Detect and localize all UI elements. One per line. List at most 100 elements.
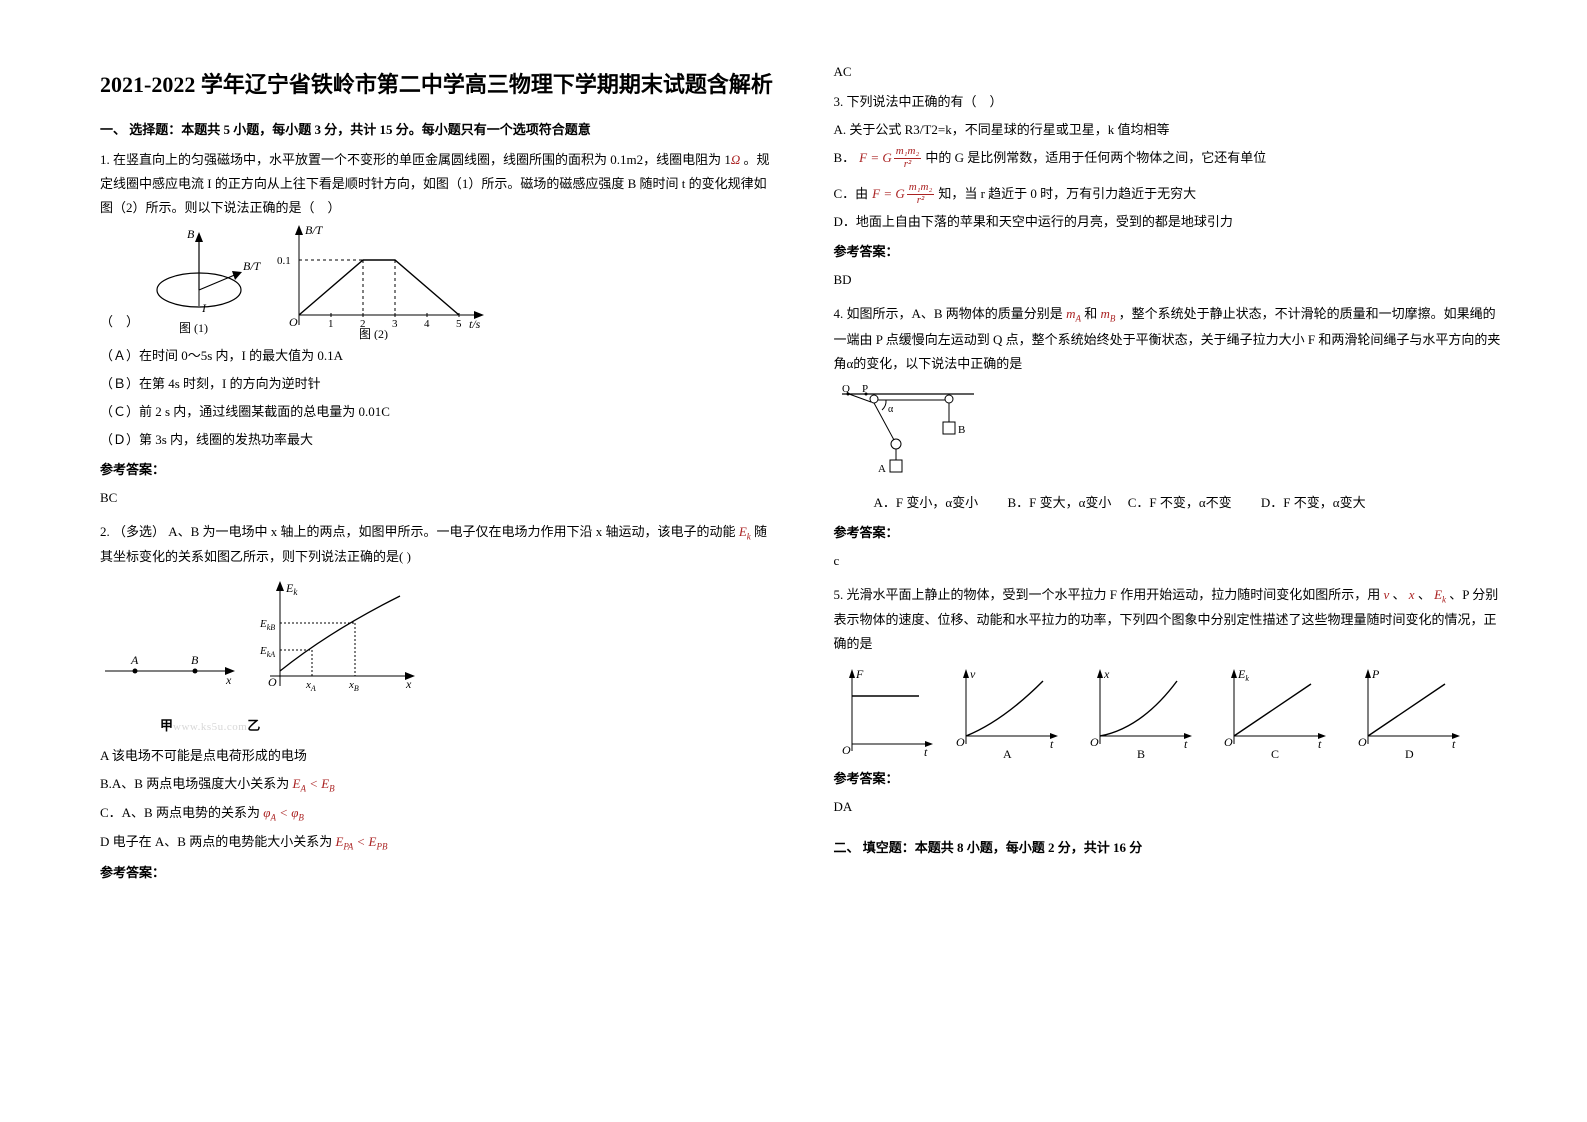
q2b-text: B.A、B 两点电场强度大小关系为: [100, 776, 289, 791]
tick-4: 4: [424, 318, 430, 330]
q4-stem-a: 4. 如图所示，A、B 两物体的质量分别是: [834, 306, 1063, 321]
lbl-B: B: [958, 424, 965, 436]
axis-O: O: [289, 315, 298, 329]
q1-stem-a: 1. 在竖直向上的匀强磁场中，水平放置一个不变形的单匝金属圆线圈，线圈所围的面积…: [100, 152, 607, 167]
q1-ans-label: 参考答案：: [100, 458, 774, 482]
q5Eke: E: [1434, 587, 1442, 602]
ax-v: v: [970, 667, 976, 681]
q5-x: x: [1409, 587, 1415, 602]
EPAs: PA: [343, 842, 353, 852]
doc-title: 2021-2022 学年辽宁省铁岭市第二中学高三物理下学期期末试题含解析: [100, 70, 774, 101]
q2c-text: C．A、B 两点电势的关系为: [100, 805, 260, 820]
q3b-formula: F = G m₁m₂r²: [859, 146, 921, 170]
frac2: m₁m₂r²: [907, 182, 935, 206]
q5-ans: DA: [834, 795, 1508, 819]
lbl-alpha: α: [888, 404, 894, 415]
cap-l: 甲: [160, 718, 173, 733]
q3-ans: BD: [834, 268, 1508, 292]
q4-ans-label: 参考答案：: [834, 521, 1508, 545]
pt-A: A: [130, 653, 139, 667]
r2b: r²: [907, 195, 935, 207]
q2-opt-c: C．A、B 两点电势的关系为 φA < φB: [100, 801, 774, 826]
axis-EkA: EkA: [259, 645, 275, 659]
ax-OA: O: [956, 735, 965, 749]
q2c-formula: φA < φB: [263, 805, 304, 820]
q1-figures: （ ） B B/T I 图 (1): [100, 220, 774, 340]
axis-O2: O: [268, 675, 277, 689]
q4-figure: B A α Q P: [834, 382, 1508, 485]
q5-stem-b: 、: [1393, 587, 1406, 602]
q1-fig1: B B/T I 图 (1): [139, 220, 269, 340]
tick-1: 1: [328, 318, 334, 330]
q3-opt-c: C．由 F = G m₁m₂r² 知，当 r 趋近于 0 时，万有引力趋近于无穷…: [834, 182, 1508, 206]
q4c: C．F 不变，α不变: [1128, 495, 1232, 510]
page: 2021-2022 学年辽宁省铁岭市第二中学高三物理下学期期末试题含解析 一、 …: [0, 0, 1587, 935]
frac1: m₁m₂r²: [894, 146, 922, 170]
m1m2a: m₁m₂: [894, 146, 922, 159]
paren-open: （ ）: [100, 310, 139, 334]
q4b: B．F 变大，α变小: [1007, 495, 1111, 510]
ek-e: E: [739, 524, 747, 539]
q3-stem: 3. 下列说法中正确的有（ ）: [834, 90, 1508, 114]
q5-Ek: Ek: [1434, 587, 1446, 602]
mB: mB: [1100, 306, 1115, 321]
axis-EkB: EkB: [259, 618, 275, 632]
q5-v: v: [1383, 587, 1389, 602]
axis-BT: B/T: [305, 223, 324, 237]
mA-s: A: [1075, 314, 1081, 324]
q1-opt-a: （Ａ）在时间 0～5s 内，I 的最大值为 0.1A: [100, 344, 774, 368]
q2-figure: A B x Ek EkB EkA O x: [100, 576, 774, 738]
cap-r: 乙: [247, 718, 260, 733]
phiBs: B: [298, 812, 304, 822]
mB-m: m: [1100, 306, 1109, 321]
q4d: D．F 不变，α变大: [1261, 495, 1366, 510]
q3-ans-label: 参考答案：: [834, 240, 1508, 264]
mA: mA: [1066, 306, 1081, 321]
question-2: 2. （多选） A、B 为一电场中 x 轴上的两点，如图甲所示。一电子仅在电场力…: [100, 520, 774, 885]
q1-opt-b: （Ｂ）在第 4s 时刻，I 的方向为逆时针: [100, 372, 774, 396]
q3-opt-b: B． F = G m₁m₂r² 中的 G 是比例常数，适用于任何两个物体之间，它…: [834, 146, 1508, 170]
q5Ekk: k: [1442, 595, 1446, 605]
lbl-A: A: [878, 463, 886, 475]
ax-Ek: Ek: [1237, 667, 1249, 683]
feqg2: F = G: [872, 182, 905, 206]
question-3: 3. 下列说法中正确的有（ ） A. 关于公式 R3/T2=k，不同星球的行星或…: [834, 90, 1508, 292]
question-5: 5. 光滑水平面上静止的物体，受到一个水平拉力 F 作用开始运动，拉力随时间变化…: [834, 583, 1508, 819]
q2d-text: D 电子在 A、B 两点的电势能大小关系为: [100, 834, 332, 849]
ax-t0: t: [924, 745, 928, 759]
q2-opt-a: A 该电场不可能是点电荷形成的电场: [100, 744, 774, 768]
q4-options: A．F 变小，α变小 B．F 变大，α变小 C．F 不变，α不变 D．F 不变，…: [834, 491, 1508, 515]
lbl-optB: B: [1137, 747, 1145, 761]
axis-BT2: B/T: [243, 259, 262, 273]
q5-fig-B: x t O B: [1082, 666, 1202, 761]
q3-opt-d: D．地面上自由下落的苹果和天空中运行的月亮，受到的都是地球引力: [834, 210, 1508, 234]
q4a: A．F 变小，α变小: [874, 495, 979, 510]
right-column: AC 3. 下列说法中正确的有（ ） A. 关于公式 R3/T2=k，不同星球的…: [834, 60, 1508, 895]
q2-ans: AC: [834, 64, 1508, 80]
fEB: E: [321, 776, 329, 791]
q5-fig-C: Ek t O C: [1216, 666, 1336, 761]
ek-symbol: Ek: [739, 524, 751, 539]
question-4: 4. 如图所示，A、B 两物体的质量分别是 mA 和 mB ，整个系统处于静止状…: [834, 302, 1508, 573]
q3c-post: 知，当 r 趋近于 0 时，万有引力趋近于无穷大: [938, 182, 1196, 206]
ax-tB: t: [1184, 737, 1188, 751]
ax-OD: O: [1358, 735, 1367, 749]
q3b-pre: B．: [834, 146, 856, 170]
q5-fig-F: F t O: [834, 666, 934, 761]
lt1: <: [306, 776, 321, 791]
fEBs: B: [329, 783, 335, 793]
q1-opt-d: （Ｄ）第 3s 内，线圈的发热功率最大: [100, 428, 774, 452]
q2-ans-label: 参考答案：: [100, 861, 774, 885]
lbl-optA: A: [1003, 747, 1012, 761]
omega-symbol: Ω: [731, 152, 740, 167]
pt-B: B: [191, 653, 199, 667]
q5-figures: F t O v t O A: [834, 666, 1508, 761]
q4-stem-b: 和: [1084, 306, 1097, 321]
q3b-post: 中的 G 是比例常数，适用于任何两个物体之间，它还有单位: [925, 146, 1266, 170]
mB-s: B: [1110, 314, 1116, 324]
ax-tC: t: [1318, 737, 1322, 751]
q4-ans: c: [834, 549, 1508, 573]
q3-opt-a: A. 关于公式 R3/T2=k，不同星球的行星或卫星，k 值均相等: [834, 118, 1508, 142]
lt2: <: [276, 805, 291, 820]
fig1-label: 图 (1): [179, 321, 208, 335]
